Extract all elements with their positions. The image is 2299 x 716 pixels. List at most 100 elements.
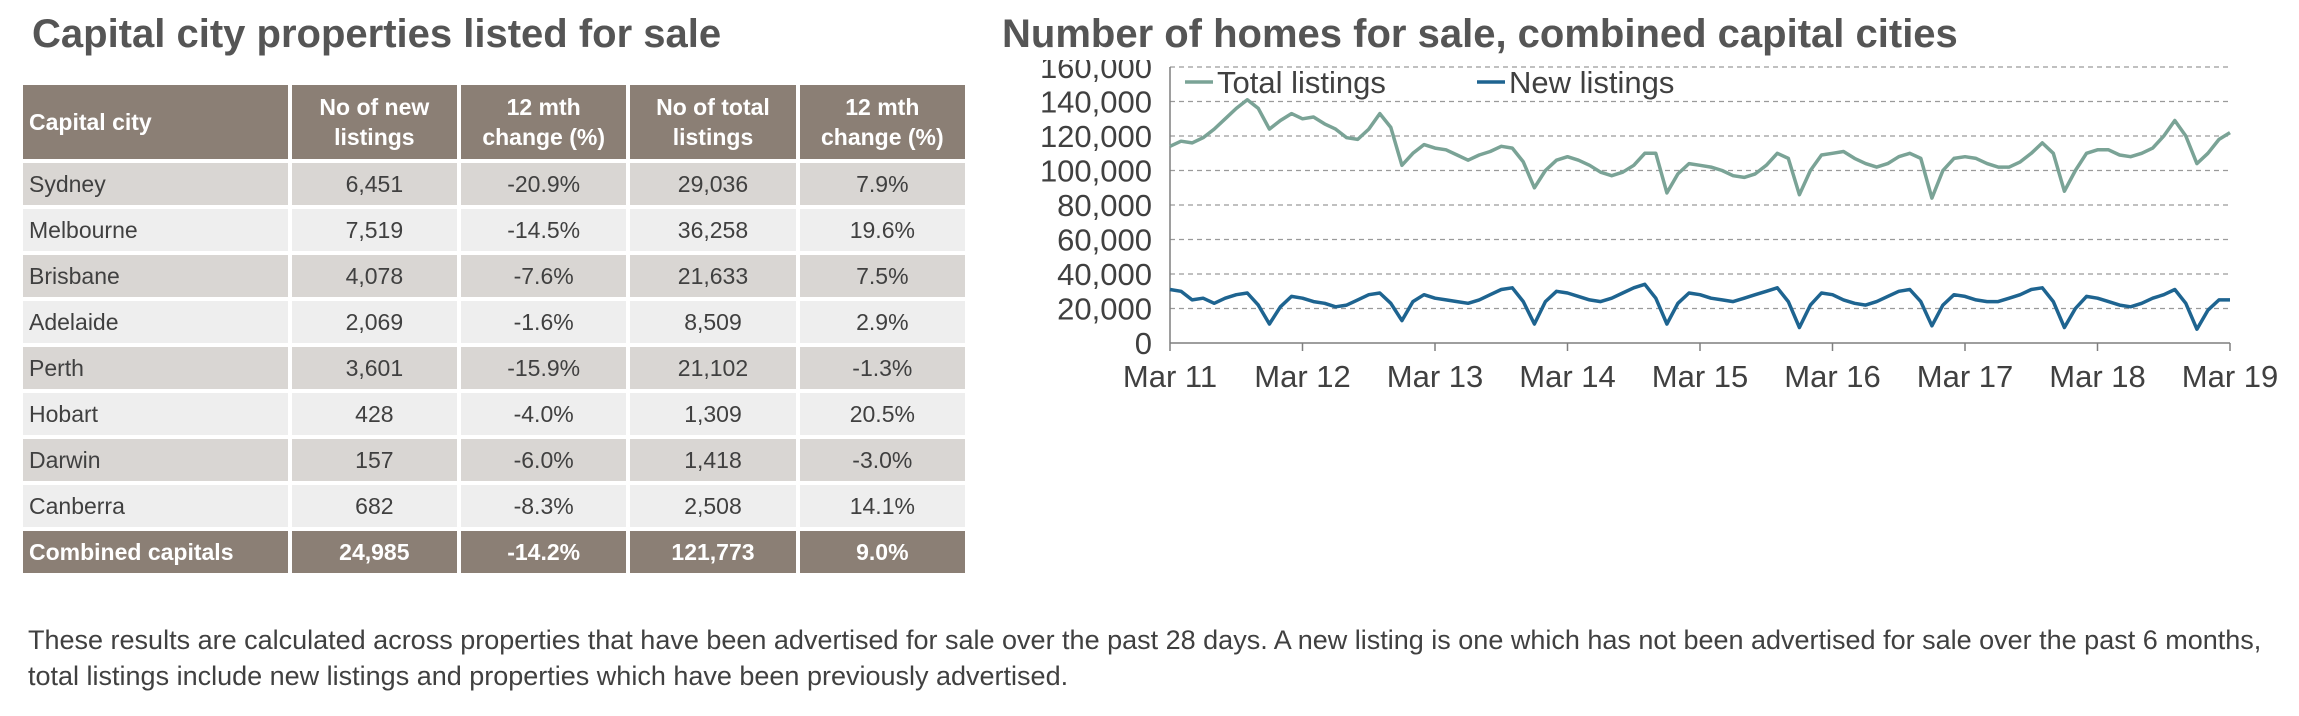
cell-new-change: -15.9% — [461, 347, 627, 389]
table-total-row: Combined capitals 24,985 -14.2% 121,773 … — [23, 531, 965, 573]
legend-label: New listings — [1509, 65, 1674, 100]
legend: Total listings New listings — [1185, 65, 1674, 100]
cell-new-listings: 428 — [291, 393, 457, 435]
cell-city: Hobart — [23, 393, 288, 435]
table-row: Perth 3,601 -15.9% 21,102 -1.3% — [23, 347, 965, 389]
header-total-listings: No of total listings — [630, 85, 796, 159]
x-tick-label: Mar 15 — [1652, 359, 1748, 394]
cell-total-change: 9.0% — [799, 531, 965, 573]
legend-label: Total listings — [1217, 65, 1386, 100]
x-tick-label: Mar 18 — [2049, 359, 2145, 394]
y-tick-label: 0 — [1135, 326, 1152, 361]
cell-city: Brisbane — [23, 255, 288, 297]
table-row: Melbourne 7,519 -14.5% 36,258 19.6% — [23, 209, 965, 251]
table-row: Adelaide 2,069 -1.6% 8,509 2.9% — [23, 301, 965, 343]
cell-total-listings: 1,418 — [630, 439, 796, 481]
header-text: No of total — [656, 94, 770, 120]
cell-new-change: -8.3% — [461, 485, 627, 527]
table-header-row: Capital city No of new listings 12 mth c… — [23, 85, 965, 159]
series-lines — [1169, 98, 2231, 331]
gridlines — [1170, 66, 2230, 310]
cell-total-listings: 2,508 — [630, 485, 796, 527]
cell-new-change: -7.6% — [461, 255, 627, 297]
x-tick-label: Mar 13 — [1387, 359, 1483, 394]
cell-new-listings: 682 — [291, 485, 457, 527]
cell-total-listings: 36,258 — [630, 209, 796, 251]
header-text: 12 mth — [506, 94, 581, 120]
series-line-total-listings — [1169, 98, 2231, 200]
cell-new-listings: 24,985 — [291, 531, 457, 573]
listings-table: Capital city No of new listings 12 mth c… — [19, 81, 969, 577]
cell-city: Melbourne — [23, 209, 288, 251]
y-tick-label: 20,000 — [1057, 292, 1152, 327]
series-line-new-listings — [1169, 282, 2230, 331]
cell-total-change: 20.5% — [799, 393, 965, 435]
header-capital-city: Capital city — [23, 85, 288, 159]
cell-total-listings: 121,773 — [630, 531, 796, 573]
cell-city: Perth — [23, 347, 288, 389]
cell-city: Sydney — [23, 163, 288, 205]
y-tick-label: 160,000 — [1040, 60, 1152, 85]
cell-city: Adelaide — [23, 301, 288, 343]
cell-total-change: 7.9% — [799, 163, 965, 205]
x-tick-label: Mar 19 — [2182, 359, 2278, 394]
cell-city: Canberra — [23, 485, 288, 527]
header-text: 12 mth — [845, 94, 920, 120]
cell-new-change: -14.5% — [461, 209, 627, 251]
header-text: change (%) — [820, 124, 944, 150]
x-tick-label: Mar 11 — [1123, 359, 1217, 394]
cell-total-change: 2.9% — [799, 301, 965, 343]
cell-new-change: -20.9% — [461, 163, 627, 205]
cell-new-listings: 4,078 — [291, 255, 457, 297]
y-tick-label: 80,000 — [1057, 188, 1152, 223]
header-text: No of new — [319, 94, 430, 120]
y-tick-label: 140,000 — [1040, 85, 1152, 120]
footnote: These results are calculated across prop… — [28, 625, 2262, 691]
cell-new-listings: 6,451 — [291, 163, 457, 205]
table-row: Sydney 6,451 -20.9% 29,036 7.9% — [23, 163, 965, 205]
y-tick-label: 120,000 — [1040, 119, 1152, 154]
y-tick-label: 40,000 — [1057, 257, 1152, 292]
table-row: Brisbane 4,078 -7.6% 21,633 7.5% — [23, 255, 965, 297]
cell-new-listings: 3,601 — [291, 347, 457, 389]
cell-new-change: -6.0% — [461, 439, 627, 481]
cell-new-change: -1.6% — [461, 301, 627, 343]
axes: 020,00040,00060,00080,000100,000120,0001… — [1040, 60, 2278, 394]
cell-new-listings: 7,519 — [291, 209, 457, 251]
header-text: listings — [672, 124, 754, 150]
table-row: Canberra 682 -8.3% 2,508 14.1% — [23, 485, 965, 527]
cell-new-change: -4.0% — [461, 393, 627, 435]
table-row: Darwin 157 -6.0% 1,418 -3.0% — [23, 439, 965, 481]
y-tick-label: 60,000 — [1057, 223, 1152, 258]
cell-new-listings: 2,069 — [291, 301, 457, 343]
cell-total-listings: 8,509 — [630, 301, 796, 343]
x-tick-label: Mar 16 — [1784, 359, 1880, 394]
cell-total-listings: 21,102 — [630, 347, 796, 389]
cell-total-change: -3.0% — [799, 439, 965, 481]
table-row: Hobart 428 -4.0% 1,309 20.5% — [23, 393, 965, 435]
cell-total-listings: 21,633 — [630, 255, 796, 297]
table-title: Capital city properties listed for sale — [32, 12, 722, 56]
line-chart: 020,00040,00060,00080,000100,000120,0001… — [1040, 60, 2278, 394]
cell-new-change: -14.2% — [461, 531, 627, 573]
header-text: Capital city — [29, 109, 152, 135]
header-total-change: 12 mth change (%) — [799, 85, 965, 159]
cell-total-change: 19.6% — [799, 209, 965, 251]
x-tick-label: Mar 12 — [1254, 359, 1350, 394]
chart-title: Number of homes for sale, combined capit… — [1002, 12, 1958, 56]
cell-city: Darwin — [23, 439, 288, 481]
cell-total-change: -1.3% — [799, 347, 965, 389]
header-text: listings — [334, 124, 415, 150]
cell-new-listings: 157 — [291, 439, 457, 481]
x-tick-label: Mar 14 — [1519, 359, 1615, 394]
cell-total-listings: 1,309 — [630, 393, 796, 435]
header-new-listings: No of new listings — [291, 85, 457, 159]
cell-total-change: 7.5% — [799, 255, 965, 297]
cell-city: Combined capitals — [23, 531, 288, 573]
cell-total-listings: 29,036 — [630, 163, 796, 205]
cell-total-change: 14.1% — [799, 485, 965, 527]
y-tick-label: 100,000 — [1040, 154, 1152, 189]
header-new-change: 12 mth change (%) — [461, 85, 627, 159]
header-text: change (%) — [482, 124, 605, 150]
x-tick-label: Mar 17 — [1917, 359, 2013, 394]
